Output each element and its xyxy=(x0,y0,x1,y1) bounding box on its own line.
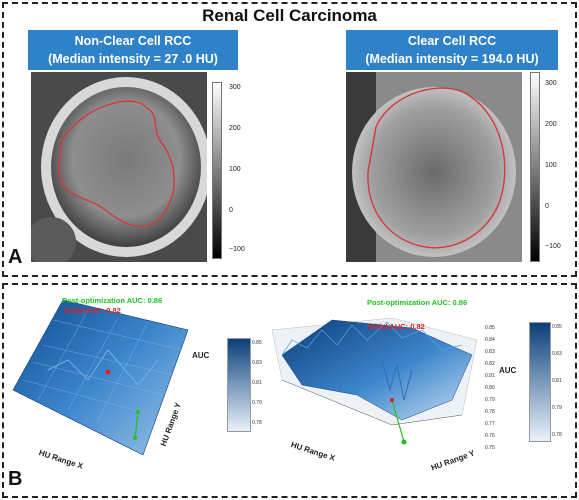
clear-ct-svg xyxy=(346,72,522,262)
right-ztick-11: 0.75 xyxy=(485,445,495,451)
left-zlabel: AUC xyxy=(192,351,210,360)
right-surface-plot xyxy=(271,317,478,445)
far-right-cb-tick-1: 0.85 xyxy=(552,324,562,330)
right-plot-colorbar xyxy=(227,338,251,432)
far-right-cb-tick-3: 0.81 xyxy=(552,378,562,384)
left-post-point xyxy=(136,410,140,414)
clear-ct-image xyxy=(346,72,522,262)
right-plot-cb-tick-2: 0.83 xyxy=(252,360,262,366)
left-colorbar-tick-0: 0 xyxy=(229,207,233,214)
panel-a-label: A xyxy=(8,246,23,268)
non-clear-header-title: Non-Clear Cell RCC xyxy=(74,34,192,48)
right-colorbar xyxy=(530,72,540,262)
far-right-cb-tick-5: 0.78 xyxy=(552,432,562,438)
far-right-colorbar xyxy=(529,322,551,442)
non-clear-ct-image xyxy=(31,72,207,262)
left-initial-note: Initial AUC: 0.82 xyxy=(64,306,121,315)
left-colorbar-tick-300: 300 xyxy=(229,84,241,91)
right-ztick-3: 0.83 xyxy=(485,349,495,355)
right-colorbar-tick-200: 200 xyxy=(545,121,557,128)
right-colorbar-tick-neg100: −100 xyxy=(545,243,561,250)
right-ztick-7: 0.79 xyxy=(485,397,495,403)
right-plot-cb-tick-5: 0.78 xyxy=(252,420,262,426)
right-ztick-2: 0.84 xyxy=(485,337,495,343)
non-clear-header: Non-Clear Cell RCC (Median intensity = 2… xyxy=(28,30,238,70)
right-ztick-1: 0.85 xyxy=(485,325,495,331)
right-zlabel: AUC xyxy=(499,366,517,375)
non-clear-ct-svg xyxy=(31,72,207,262)
far-right-cb-tick-2: 0.83 xyxy=(552,351,562,357)
left-initial-point xyxy=(105,369,111,375)
figure-title: Renal Cell Carcinoma xyxy=(202,6,377,25)
right-colorbar-tick-0: 0 xyxy=(545,203,549,210)
right-initial-point xyxy=(390,398,394,402)
far-right-cb-tick-4: 0.79 xyxy=(552,405,562,411)
right-post-point xyxy=(401,439,407,445)
clear-header-intensity: (Median intensity = 194.0 HU) xyxy=(365,52,539,66)
right-plot-cb-tick-4: 0.79 xyxy=(252,400,262,406)
right-colorbar-tick-100: 100 xyxy=(545,162,557,169)
right-plot-cb-tick-3: 0.81 xyxy=(252,380,262,386)
right-ztick-4: 0.82 xyxy=(485,361,495,367)
right-plot-cb-tick-1: 0.85 xyxy=(252,340,262,346)
clear-header: Clear Cell RCC (Median intensity = 194.0… xyxy=(346,30,558,70)
panel-b-label: B xyxy=(8,468,23,490)
left-colorbar-tick-200: 200 xyxy=(229,125,241,132)
panel-b xyxy=(2,283,577,498)
left-colorbar-tick-100: 100 xyxy=(229,166,241,173)
right-post-note: Post-optimization AUC: 0.86 xyxy=(367,298,468,307)
right-ztick-8: 0.78 xyxy=(485,409,495,415)
left-surface-plot xyxy=(12,299,189,456)
non-clear-header-intensity: (Median intensity = 27 .0 HU) xyxy=(48,52,218,66)
right-ztick-9: 0.77 xyxy=(485,421,495,427)
right-ztick-10: 0.76 xyxy=(485,433,495,439)
left-post-note: Post-optimization AUC: 0.86 xyxy=(62,296,163,305)
right-initial-note: Initial AUC: 0.82 xyxy=(368,322,425,331)
right-colorbar-tick-300: 300 xyxy=(545,80,557,87)
right-ztick-5: 0.81 xyxy=(485,373,495,379)
clear-header-title: Clear Cell RCC xyxy=(407,34,497,48)
right-ztick-6: 0.80 xyxy=(485,385,495,391)
panel-a xyxy=(2,2,577,277)
left-colorbar xyxy=(212,82,222,259)
left-colorbar-tick-neg100: −100 xyxy=(229,246,245,253)
